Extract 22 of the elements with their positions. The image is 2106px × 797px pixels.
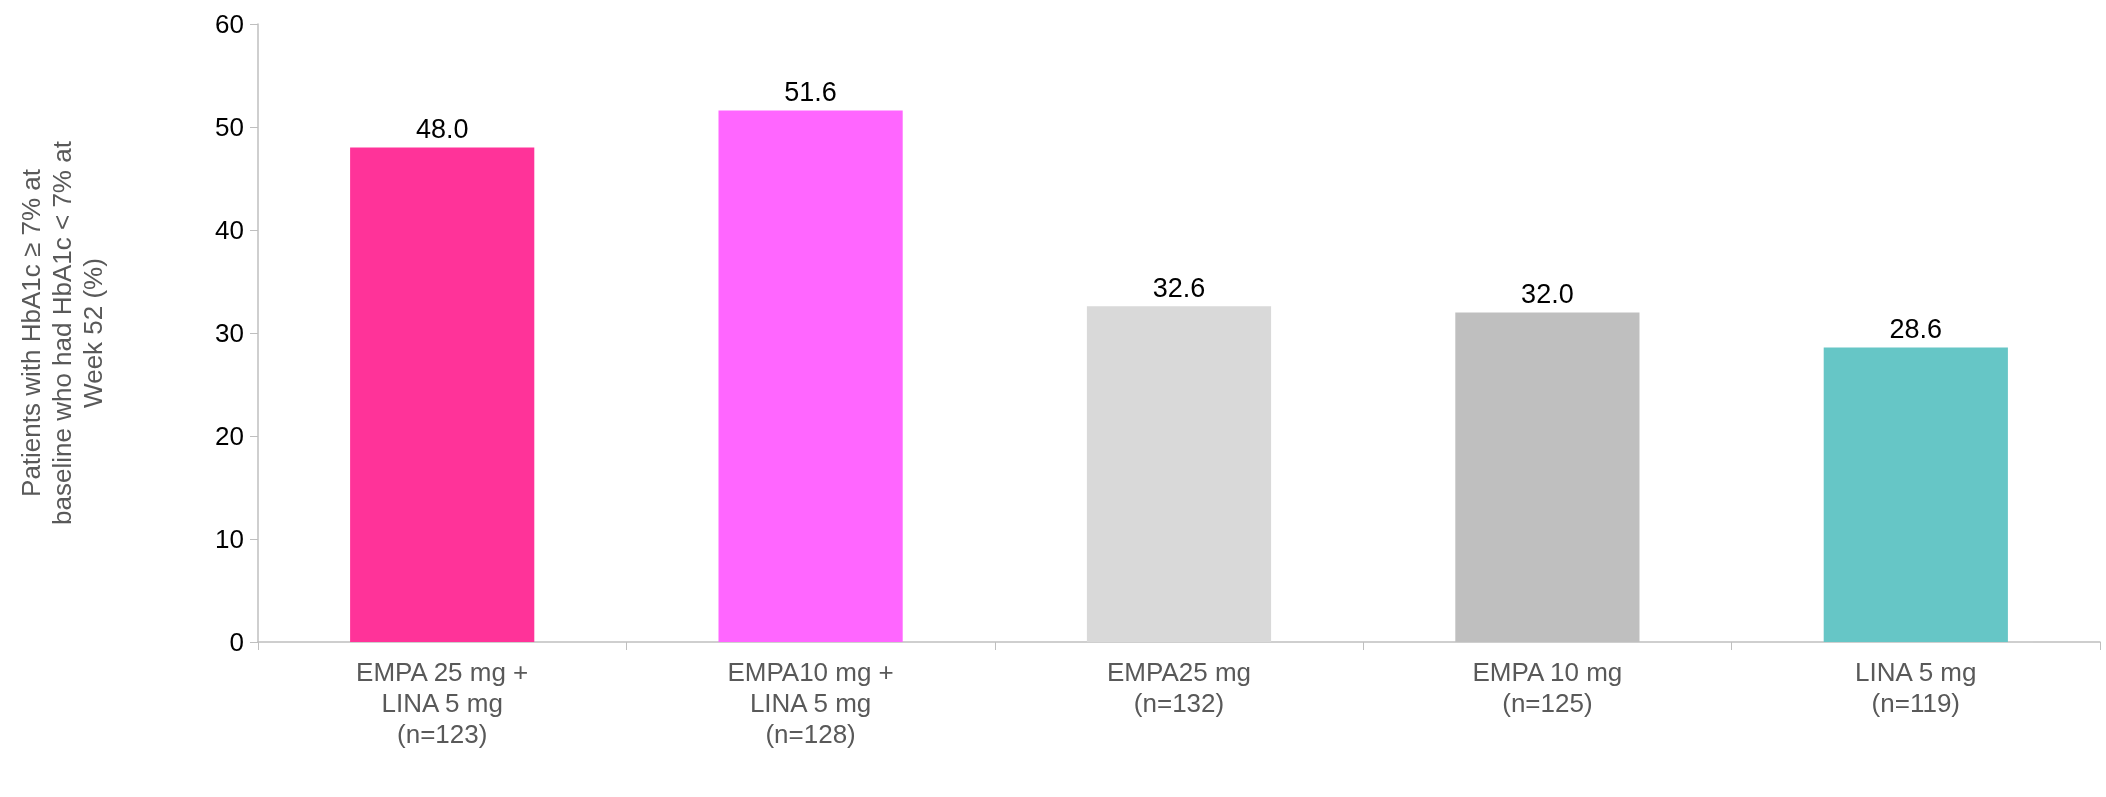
data-label: 48.0 <box>415 114 469 145</box>
bar <box>350 147 535 642</box>
data-label: 51.6 <box>784 77 837 108</box>
x-tick-label: LINA 5 mg (n=119) <box>1855 656 1977 718</box>
data-label: 28.6 <box>1889 313 1943 344</box>
x-tick-label: EMPA 10 mg (n=125) <box>1472 656 1623 718</box>
bar <box>718 110 903 642</box>
y-tick-label: 10 <box>215 524 244 554</box>
y-tick-label: 50 <box>215 112 244 142</box>
data-label: 32.6 <box>1152 272 1206 303</box>
x-tick-label: EMPA10 mg + LINA 5 mg (n=128) <box>727 656 894 749</box>
y-tick-label: 60 <box>215 9 244 39</box>
y-tick-label: 30 <box>215 318 244 348</box>
y-tick-label: 0 <box>229 627 244 657</box>
bar <box>1823 347 2008 642</box>
x-tick-label: EMPA 25 mg + LINA 5 mg (n=123) <box>356 656 529 749</box>
bar <box>1086 306 1272 642</box>
y-tick-label: 20 <box>215 421 244 451</box>
y-tick-label: 40 <box>215 215 244 245</box>
data-label: 32.0 <box>1521 278 1574 309</box>
x-tick-label: EMPA25 mg (n=132) <box>1106 656 1252 718</box>
y-axis-title: Patients with HbA1c ≥ 7% at baseline who had HbA1c < 7% at Week 52 (%) <box>15 140 108 525</box>
